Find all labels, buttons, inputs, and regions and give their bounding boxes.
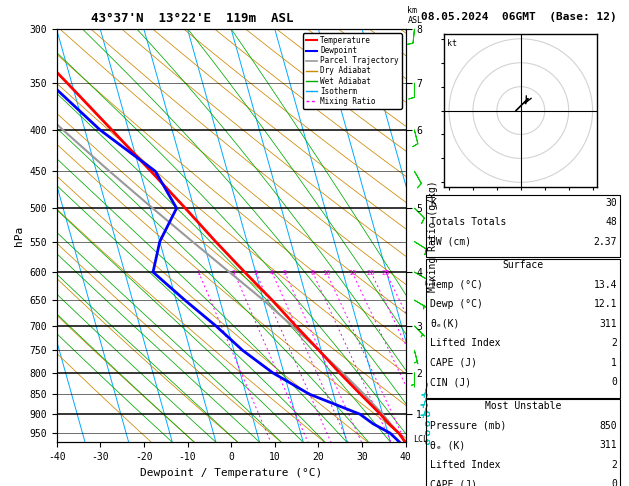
Text: 2.37: 2.37 (594, 237, 617, 247)
Text: 48: 48 (605, 217, 617, 227)
Text: kt: kt (447, 39, 457, 48)
Text: 25: 25 (382, 270, 390, 277)
X-axis label: Dewpoint / Temperature (°C): Dewpoint / Temperature (°C) (140, 468, 322, 478)
Text: θₑ (K): θₑ (K) (430, 440, 465, 451)
Text: 850: 850 (599, 421, 617, 431)
Text: CIN (J): CIN (J) (430, 377, 471, 387)
Text: Totals Totals: Totals Totals (430, 217, 506, 227)
Text: 0: 0 (611, 377, 617, 387)
Text: 2: 2 (611, 338, 617, 348)
Text: CAPE (J): CAPE (J) (430, 479, 477, 486)
Text: 311: 311 (599, 319, 617, 329)
Text: Dewp (°C): Dewp (°C) (430, 299, 483, 310)
Text: 4: 4 (270, 270, 274, 277)
Text: Lifted Index: Lifted Index (430, 460, 501, 470)
Y-axis label: hPa: hPa (14, 226, 24, 246)
Text: Surface: Surface (503, 260, 543, 271)
Text: 8: 8 (311, 270, 314, 277)
Text: LCL: LCL (413, 435, 428, 444)
Text: 10: 10 (322, 270, 331, 277)
Text: Most Unstable: Most Unstable (485, 401, 561, 412)
Text: 30: 30 (605, 198, 617, 208)
Text: 0: 0 (611, 479, 617, 486)
Text: 1: 1 (611, 358, 617, 368)
Text: CAPE (J): CAPE (J) (430, 358, 477, 368)
Text: θₑ(K): θₑ(K) (430, 319, 460, 329)
Text: Pressure (mb): Pressure (mb) (430, 421, 506, 431)
Text: 1: 1 (196, 270, 201, 277)
Text: km
ASL: km ASL (408, 6, 423, 25)
Y-axis label: Mixing Ratio (g/kg): Mixing Ratio (g/kg) (428, 180, 438, 292)
Text: 311: 311 (599, 440, 617, 451)
Text: 43°37'N  13°22'E  119m  ASL: 43°37'N 13°22'E 119m ASL (91, 12, 293, 25)
Text: 12.1: 12.1 (594, 299, 617, 310)
Text: 3: 3 (253, 270, 258, 277)
Legend: Temperature, Dewpoint, Parcel Trajectory, Dry Adiabat, Wet Adiabat, Isotherm, Mi: Temperature, Dewpoint, Parcel Trajectory… (303, 33, 402, 109)
Text: K: K (430, 198, 436, 208)
Text: 20: 20 (367, 270, 376, 277)
Text: 2: 2 (232, 270, 236, 277)
Text: 13.4: 13.4 (594, 280, 617, 290)
Text: PW (cm): PW (cm) (430, 237, 471, 247)
Text: Lifted Index: Lifted Index (430, 338, 501, 348)
Text: 08.05.2024  06GMT  (Base: 12): 08.05.2024 06GMT (Base: 12) (421, 12, 617, 22)
Text: 2: 2 (611, 460, 617, 470)
Text: 5: 5 (282, 270, 287, 277)
Text: Temp (°C): Temp (°C) (430, 280, 483, 290)
Text: 15: 15 (348, 270, 357, 277)
